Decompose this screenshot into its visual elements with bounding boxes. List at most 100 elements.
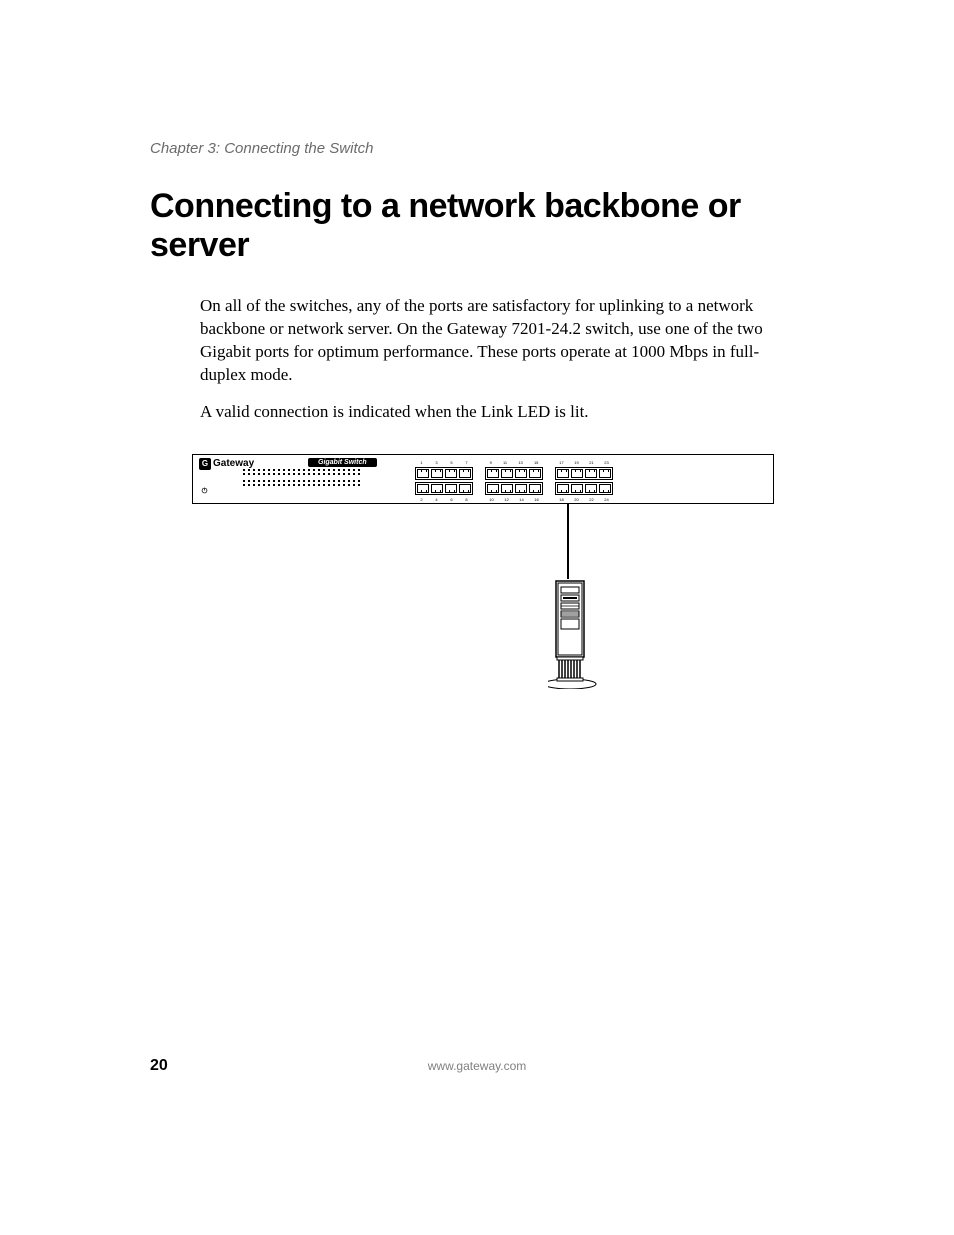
led-dot-icon [318, 484, 320, 486]
page: Chapter 3: Connecting the Switch Connect… [0, 0, 954, 1235]
port-label: 10 [489, 497, 493, 502]
led-dot-icon [333, 473, 335, 475]
led-dot-icon [338, 469, 340, 471]
port-label: 5 [450, 460, 452, 465]
port-labels-top: 1357 [415, 460, 473, 465]
led-dot-icon [353, 469, 355, 471]
led-dot-icon [308, 469, 310, 471]
led-dot-icon [313, 484, 315, 486]
ethernet-port-icon [487, 484, 499, 493]
led-dot-icon [268, 473, 270, 475]
ethernet-port-icon [417, 469, 429, 478]
port-label: 21 [589, 460, 593, 465]
ethernet-port-icon [445, 469, 457, 478]
port-label: 4 [435, 497, 437, 502]
led-dot-icon [348, 473, 350, 475]
ethernet-port-icon [501, 469, 513, 478]
port-row [485, 467, 543, 480]
ethernet-port-icon [599, 484, 611, 493]
ethernet-port-icon [459, 469, 471, 478]
server-icon [548, 579, 598, 689]
led-dot-icon [298, 484, 300, 486]
led-dot-icon [358, 473, 360, 475]
led-dot-icon [288, 473, 290, 475]
led-dot-icon [243, 484, 245, 486]
led-dot-icon [348, 469, 350, 471]
led-dot-icon [263, 469, 265, 471]
port-labels-bottom: 2468 [415, 497, 473, 502]
port-group: 1357 2468 [415, 460, 473, 502]
led-dot-icon [283, 469, 285, 471]
port-group: 911131510121416 [485, 460, 543, 502]
ethernet-port-icon [529, 484, 541, 493]
port-row [415, 467, 473, 480]
led-dot-icon [253, 469, 255, 471]
ethernet-port-icon [515, 469, 527, 478]
led-dot-icon [343, 473, 345, 475]
led-dot-icon [303, 469, 305, 471]
led-dot-icon [248, 484, 250, 486]
led-dot-icon [333, 480, 335, 482]
led-dot-icon [303, 484, 305, 486]
led-dot-icon [308, 484, 310, 486]
connection-diagram: G Gateway Gigabit Switch 135724689111315… [192, 454, 774, 504]
led-dot-icon [263, 484, 265, 486]
led-dot-icon [258, 484, 260, 486]
port-label: 19 [574, 460, 578, 465]
led-dot-icon [258, 469, 260, 471]
brand-mark-icon: G [199, 458, 211, 470]
led-dot-icon [328, 480, 330, 482]
led-dot-icon [298, 473, 300, 475]
led-dot-icon [248, 469, 250, 471]
led-dot-icon [243, 480, 245, 482]
led-dot-icon [313, 469, 315, 471]
port-label: 16 [534, 497, 538, 502]
led-dot-icon [293, 473, 295, 475]
led-dot-icon [273, 469, 275, 471]
led-dot-icon [353, 484, 355, 486]
led-row [243, 480, 403, 482]
led-dot-icon [263, 480, 265, 482]
port-label: 14 [519, 497, 523, 502]
switch-device-icon: G Gateway Gigabit Switch 135724689111315… [192, 454, 774, 504]
led-dot-icon [333, 484, 335, 486]
led-dot-icon [323, 469, 325, 471]
led-dot-icon [268, 480, 270, 482]
led-dot-icon [243, 469, 245, 471]
port-label: 17 [559, 460, 563, 465]
led-dot-icon [253, 473, 255, 475]
led-dot-icon [293, 484, 295, 486]
led-dot-icon [253, 480, 255, 482]
ethernet-port-icon [459, 484, 471, 493]
led-dot-icon [278, 473, 280, 475]
led-dot-icon [358, 480, 360, 482]
led-dot-icon [273, 480, 275, 482]
ethernet-port-icon [445, 484, 457, 493]
brand-text: Gateway [213, 458, 254, 469]
port-row [555, 467, 613, 480]
led-dot-icon [298, 469, 300, 471]
port-row [485, 482, 543, 495]
led-dot-icon [268, 484, 270, 486]
led-dot-icon [348, 484, 350, 486]
led-dot-icon [318, 469, 320, 471]
led-dot-icon [273, 484, 275, 486]
led-dot-icon [338, 473, 340, 475]
led-dot-icon [258, 480, 260, 482]
led-dot-icon [318, 473, 320, 475]
led-dot-icon [323, 484, 325, 486]
port-labels-top: 9111315 [485, 460, 543, 465]
ethernet-port-icon [501, 484, 513, 493]
led-dot-icon [353, 480, 355, 482]
port-label: 18 [559, 497, 563, 502]
port-label: 11 [503, 460, 507, 465]
port-label: 23 [604, 460, 608, 465]
led-dot-icon [248, 473, 250, 475]
led-dot-icon [253, 484, 255, 486]
led-dot-icon [343, 484, 345, 486]
ethernet-port-icon [585, 484, 597, 493]
ethernet-port-icon [571, 469, 583, 478]
led-dot-icon [248, 480, 250, 482]
led-dot-icon [288, 469, 290, 471]
ethernet-port-icon [487, 469, 499, 478]
